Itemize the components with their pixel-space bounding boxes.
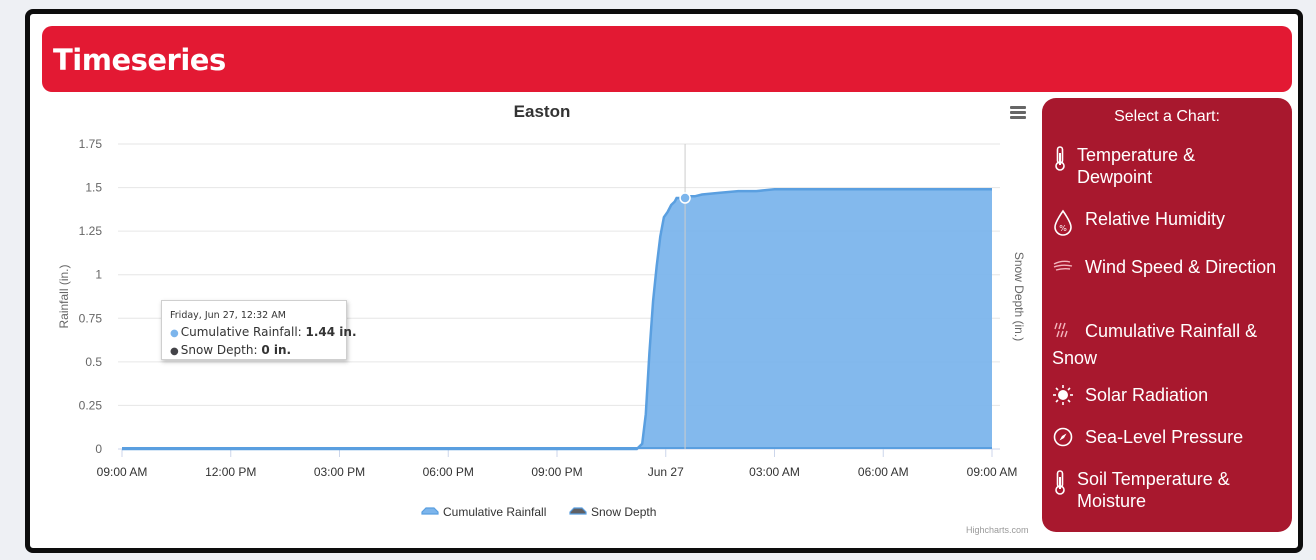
legend-item[interactable]: Cumulative Rainfall (421, 505, 546, 519)
sidebar-item-sea-level-pressure[interactable]: Sea-Level Pressure (1052, 426, 1282, 453)
humidity-drop-icon: % (1052, 208, 1074, 243)
sidebar-item-soil-temperature-moisture[interactable]: Soil Temperature & Moisture (1052, 468, 1282, 512)
tooltip-rainfall-label: Cumulative Rainfall: (180, 325, 306, 339)
menu-bar (1010, 106, 1026, 109)
legend-symbol-icon (569, 507, 587, 515)
snow-dot-icon: ● (170, 346, 179, 357)
page-title: Timeseries (53, 43, 226, 77)
page-header: Timeseries (42, 26, 1292, 92)
tooltip-rainfall-value: 1.44 in. (305, 325, 357, 339)
sidebar-item-wind-speed-direction[interactable]: Wind Speed & Direction (1052, 256, 1282, 281)
sun-icon (1052, 384, 1074, 411)
sidebar-item-label: Solar Radiation (1085, 385, 1209, 405)
rain-icon (1052, 320, 1074, 347)
y2-axis-label: Snow Depth (in.) (1012, 252, 1026, 341)
rainfall-line[interactable] (122, 188, 992, 451)
hover-point[interactable] (679, 192, 691, 204)
y-tick-label: 1.75 (79, 137, 103, 151)
x-tick-label: 09:00 AM (967, 465, 1018, 479)
x-tick-label: 09:00 PM (531, 465, 582, 479)
y-tick-label: 1 (95, 268, 102, 282)
legend-symbol-icon (421, 507, 439, 515)
y-tick-label: 1.5 (85, 181, 102, 195)
thermometer-icon (1052, 468, 1068, 501)
highcharts-credit[interactable]: Highcharts.com (966, 525, 1029, 535)
tooltip-snow-value: 0 in. (261, 343, 292, 357)
wind-icon (1052, 256, 1074, 281)
tooltip-date: Friday, Jun 27, 12:32 AM (170, 310, 286, 321)
tooltip-snow-label: Snow Depth: (180, 343, 262, 357)
tooltip-snow-row: ● Snow Depth: 0 in. (170, 342, 338, 360)
compass-icon (1052, 426, 1074, 453)
legend-label: Cumulative Rainfall (443, 505, 546, 519)
thermometer-icon (1052, 144, 1068, 177)
rainfall-area[interactable] (122, 189, 992, 450)
x-tick-label: 12:00 PM (205, 465, 256, 479)
x-tick-label: 06:00 PM (423, 465, 474, 479)
sidebar-item-relative-humidity[interactable]: % Relative Humidity (1052, 208, 1282, 243)
legend-item[interactable]: Snow Depth (569, 505, 656, 519)
x-tick-label: 03:00 PM (314, 465, 365, 479)
y-tick-label: 0 (95, 442, 102, 456)
rainfall-dot-icon: ● (170, 328, 179, 339)
x-tick-label: 09:00 AM (97, 465, 148, 479)
chart-menu-button[interactable] (1006, 104, 1030, 122)
x-tick-label: 06:00 AM (858, 465, 909, 479)
tooltip-rainfall-row: ● Cumulative Rainfall: 1.44 in. (170, 324, 357, 342)
sidebar-title: Select a Chart: (1114, 108, 1220, 125)
sidebar-item-cumulative-rainfall-snow[interactable]: Cumulative Rainfall & Snow (1052, 320, 1282, 369)
menu-bar (1010, 111, 1026, 114)
sidebar-item-label: Temperature & Dewpoint (1077, 145, 1196, 187)
sidebar-item-label: Relative Humidity (1085, 209, 1226, 229)
chart-title: Easton (514, 102, 571, 121)
chart-tooltip: Friday, Jun 27, 12:32 AM ● Cumulative Rai… (161, 300, 357, 360)
sidebar-item-label: Cumulative Rainfall & Snow (1052, 321, 1258, 368)
svg-text:%: % (1059, 224, 1067, 233)
sidebar-item-solar-radiation[interactable]: Solar Radiation (1052, 384, 1282, 411)
sidebar-item-temperature-dewpoint[interactable]: Temperature & Dewpoint (1052, 144, 1282, 188)
y-tick-label: 1.25 (79, 224, 103, 238)
y-tick-label: 0.25 (79, 398, 103, 412)
sidebar-item-label: Wind Speed & Direction (1085, 257, 1277, 277)
rainfall-chart[interactable]: Easton 0 0.25 0.5 0.75 1 1.25 1.5 1.75 09:00 AM… (42, 96, 1042, 541)
y-axis-label: Rainfall (in.) (57, 264, 71, 328)
legend-label: Snow Depth (591, 505, 656, 519)
x-tick-label: Jun 27 (648, 465, 684, 479)
x-tick-label: 03:00 AM (749, 465, 800, 479)
sidebar-item-label: Soil Temperature & Moisture (1077, 469, 1230, 511)
y-tick-label: 0.5 (85, 355, 102, 369)
sidebar-item-label: Sea-Level Pressure (1085, 427, 1244, 447)
y-tick-label: 0.75 (79, 311, 103, 325)
menu-bar (1010, 116, 1026, 119)
chart-selector-sidebar: Select a Chart: Temperature & Dewpoint %… (1042, 98, 1292, 532)
